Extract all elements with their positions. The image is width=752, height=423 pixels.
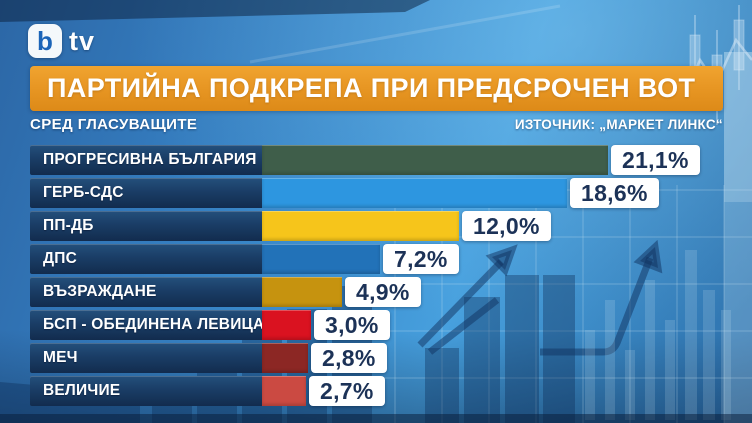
title-banner: ПАРТИЙНА ПОДКРЕПА ПРИ ПРЕДСРОЧЕН ВОТ	[30, 66, 723, 111]
party-value: 2,7%	[309, 376, 385, 406]
chart-row: ПП-ДБ 12,0%	[30, 211, 730, 241]
subtitle-label: СРЕД ГЛАСУВАЩИТЕ	[30, 116, 198, 133]
chart-row: МЕЧ 2,8%	[30, 343, 730, 373]
chart-row: ВЕЛИЧИЕ 2,7%	[30, 376, 730, 406]
party-bar	[262, 277, 342, 307]
page-title: ПАРТИЙНА ПОДКРЕПА ПРИ ПРЕДСРОЧЕН ВОТ	[47, 73, 696, 103]
party-bar	[262, 145, 608, 175]
btv-logo: b tv	[28, 24, 95, 58]
party-value: 2,8%	[311, 343, 387, 373]
party-bar	[262, 376, 306, 406]
btv-logo-letter: b	[37, 26, 53, 56]
party-bar	[262, 310, 311, 340]
party-value: 18,6%	[570, 178, 659, 208]
rising-arrow-icon	[417, 239, 663, 356]
party-value: 4,9%	[345, 277, 421, 307]
party-label: БСП - ОБЕДИНЕНА ЛЕВИЦА	[30, 310, 264, 340]
btv-logo-text: tv	[69, 25, 96, 56]
party-bar	[262, 211, 459, 241]
party-bar	[262, 244, 380, 274]
party-label: ПП-ДБ	[30, 211, 262, 241]
party-label: ВЕЛИЧИЕ	[30, 376, 262, 406]
chart-row: БСП - ОБЕДИНЕНА ЛЕВИЦА 3,0%	[30, 310, 730, 340]
meta-row: СРЕД ГЛАСУВАЩИТЕ ИЗТОЧНИК: „МАРКЕТ ЛИНКС…	[30, 116, 723, 133]
chart-row: ДПС 7,2%	[30, 244, 730, 274]
chart-row: ПРОГРЕСИВНА БЪЛГАРИЯ 21,1%	[30, 145, 730, 175]
party-value: 21,1%	[611, 145, 700, 175]
party-value: 3,0%	[314, 310, 390, 340]
chart-row: ВЪЗРАЖДАНЕ 4,9%	[30, 277, 730, 307]
party-label: ГЕРБ-СДС	[30, 178, 262, 208]
party-value: 12,0%	[462, 211, 551, 241]
party-label: МЕЧ	[30, 343, 262, 373]
equalizer-bars	[585, 250, 731, 420]
bar-chart: ПРОГРЕСИВНА БЪЛГАРИЯ 21,1% ГЕРБ-СДС 18,6% ПП…	[30, 145, 730, 409]
party-label: ПРОГРЕСИВНА БЪЛГАРИЯ	[30, 145, 262, 175]
party-label: ДПС	[30, 244, 262, 274]
chart-row: ГЕРБ-СДС 18,6%	[30, 178, 730, 208]
party-bar	[262, 178, 567, 208]
btv-logo-square: b	[28, 24, 62, 58]
party-value: 7,2%	[383, 244, 459, 274]
party-label: ВЪЗРАЖДАНЕ	[30, 277, 262, 307]
source-label: ИЗТОЧНИК: „МАРКЕТ ЛИНКС“	[514, 117, 723, 132]
party-bar	[262, 343, 308, 373]
